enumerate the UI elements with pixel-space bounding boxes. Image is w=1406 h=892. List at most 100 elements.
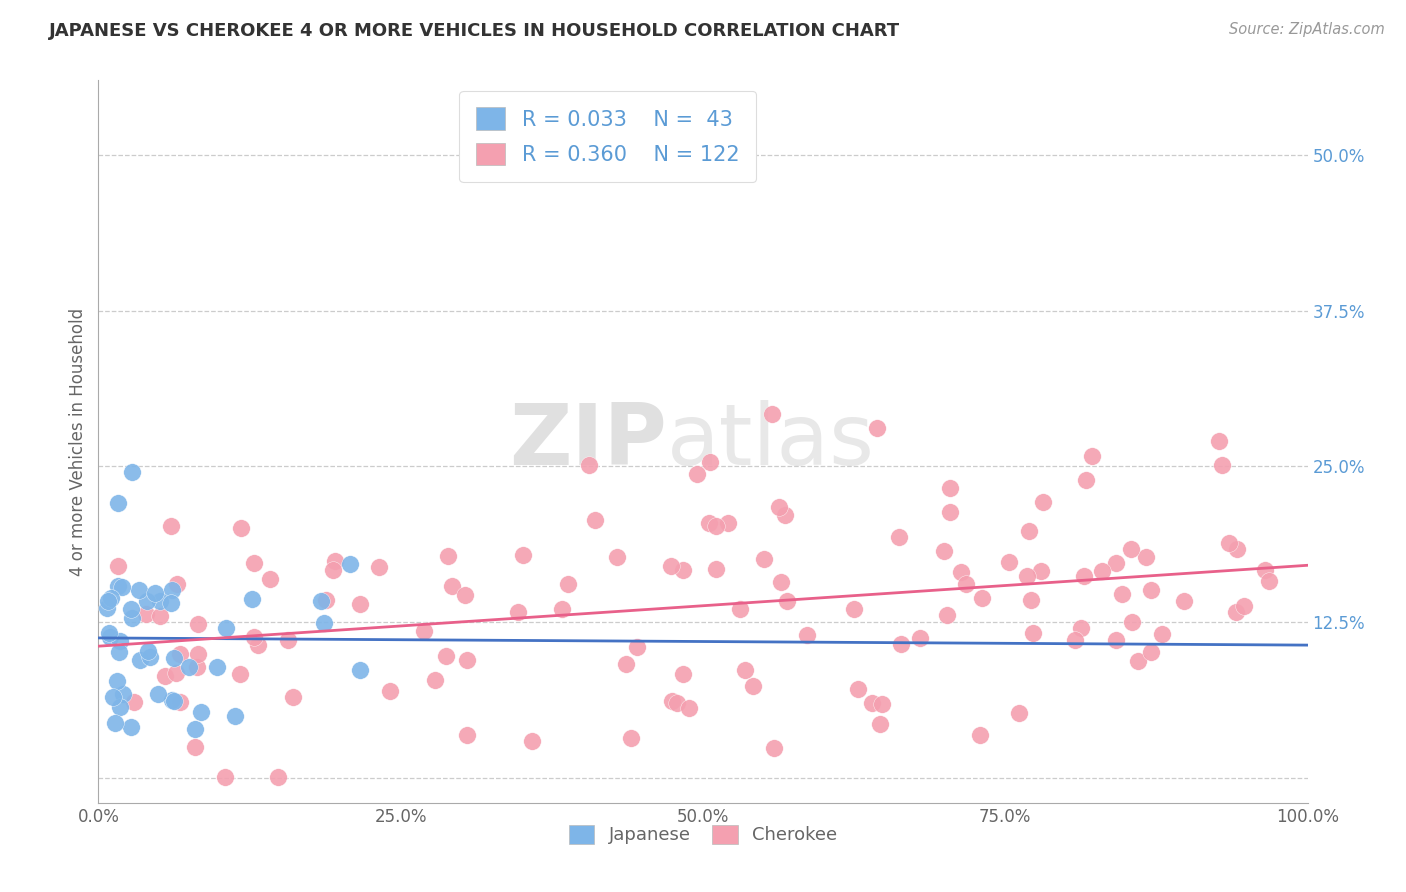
Point xyxy=(434,648,457,663)
Point xyxy=(107,496,129,510)
Point xyxy=(169,694,191,708)
Point xyxy=(214,770,236,784)
Point xyxy=(107,579,129,593)
Point xyxy=(1070,621,1092,635)
Point xyxy=(776,594,799,608)
Point xyxy=(98,630,121,644)
Point xyxy=(606,550,628,565)
Point xyxy=(869,716,891,731)
Point xyxy=(146,687,169,701)
Point xyxy=(768,500,790,514)
Point xyxy=(704,519,727,533)
Y-axis label: 4 or more Vehicles in Household: 4 or more Vehicles in Household xyxy=(69,308,87,575)
Point xyxy=(955,577,977,591)
Point xyxy=(187,616,209,631)
Point xyxy=(456,728,478,742)
Point xyxy=(697,516,720,531)
Point xyxy=(775,508,797,522)
Point xyxy=(626,640,648,654)
Point xyxy=(214,621,236,635)
Point xyxy=(1121,615,1143,629)
Point xyxy=(1015,569,1038,583)
Point xyxy=(704,562,727,576)
Point xyxy=(1119,541,1142,556)
Point xyxy=(1091,564,1114,578)
Point xyxy=(699,455,721,469)
Point xyxy=(846,681,869,696)
Point xyxy=(101,690,124,704)
Point xyxy=(454,588,477,602)
Point xyxy=(620,731,643,745)
Point xyxy=(349,597,371,611)
Point xyxy=(441,579,464,593)
Text: ZIP: ZIP xyxy=(509,400,666,483)
Point xyxy=(665,696,688,710)
Point xyxy=(551,602,574,616)
Point xyxy=(938,505,960,519)
Point xyxy=(1019,592,1042,607)
Point xyxy=(162,694,184,708)
Point xyxy=(207,660,229,674)
Point xyxy=(678,701,700,715)
Text: Source: ZipAtlas.com: Source: ZipAtlas.com xyxy=(1229,22,1385,37)
Point xyxy=(128,653,150,667)
Point xyxy=(890,637,912,651)
Point xyxy=(120,720,142,734)
Point xyxy=(322,563,344,577)
Point xyxy=(1105,633,1128,648)
Point xyxy=(311,594,333,608)
Point xyxy=(1031,564,1053,578)
Point xyxy=(1258,574,1281,589)
Point xyxy=(728,602,751,616)
Point xyxy=(190,706,212,720)
Point xyxy=(741,679,763,693)
Point xyxy=(283,690,305,704)
Point xyxy=(672,563,695,577)
Point xyxy=(1008,706,1031,720)
Point xyxy=(557,576,579,591)
Point xyxy=(761,407,783,421)
Point xyxy=(1032,495,1054,509)
Point xyxy=(128,583,150,598)
Point xyxy=(969,728,991,742)
Point xyxy=(672,667,695,681)
Point xyxy=(98,626,121,640)
Point xyxy=(870,697,893,711)
Point xyxy=(686,467,709,481)
Point xyxy=(312,615,335,630)
Point xyxy=(186,659,208,673)
Point xyxy=(159,596,181,610)
Point xyxy=(378,684,401,698)
Point xyxy=(734,664,756,678)
Point xyxy=(247,638,270,652)
Point xyxy=(1233,599,1256,614)
Point xyxy=(616,657,638,672)
Point xyxy=(149,594,172,608)
Point xyxy=(578,458,600,472)
Point xyxy=(143,586,166,600)
Point xyxy=(1254,563,1277,577)
Point xyxy=(1022,626,1045,640)
Point xyxy=(1105,556,1128,570)
Point xyxy=(165,665,187,680)
Point xyxy=(184,722,207,736)
Point xyxy=(229,666,252,681)
Point xyxy=(229,521,252,535)
Point xyxy=(1218,535,1240,549)
Point xyxy=(166,577,188,591)
Point xyxy=(149,609,172,624)
Point xyxy=(889,530,911,544)
Point xyxy=(1139,645,1161,659)
Point xyxy=(769,575,792,590)
Point xyxy=(1074,473,1097,487)
Point xyxy=(932,544,955,558)
Point xyxy=(243,631,266,645)
Point xyxy=(754,551,776,566)
Point xyxy=(240,591,263,606)
Point xyxy=(162,692,184,706)
Point xyxy=(108,645,131,659)
Point xyxy=(1080,449,1102,463)
Point xyxy=(242,556,264,570)
Point xyxy=(1111,587,1133,601)
Point xyxy=(412,624,434,639)
